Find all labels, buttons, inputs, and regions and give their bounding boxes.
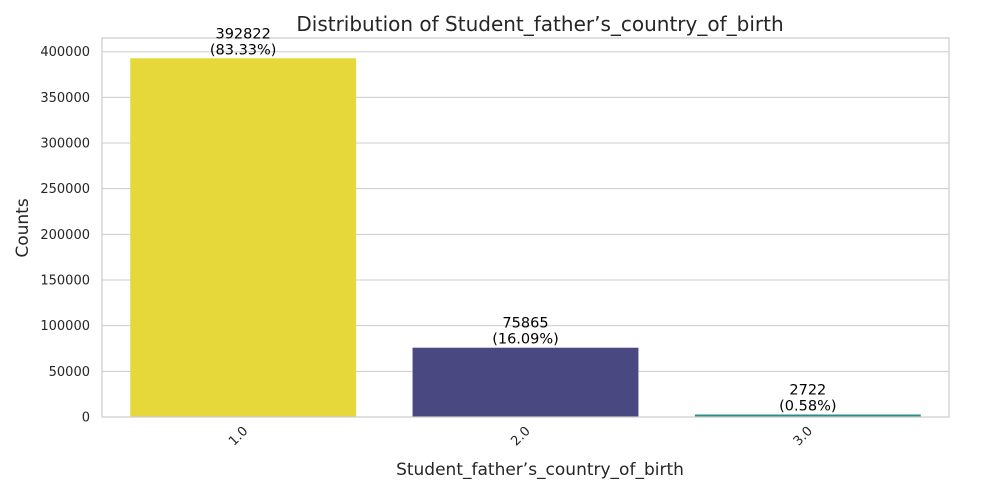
bar xyxy=(694,414,921,417)
bar-value-label: 2722 xyxy=(789,383,826,399)
bar-percent-label: (83.33%) xyxy=(210,42,277,58)
y-tick-label: 50000 xyxy=(49,365,90,380)
y-tick-label: 300000 xyxy=(40,137,90,152)
y-tick-label: 100000 xyxy=(40,319,90,334)
bar xyxy=(130,58,357,418)
x-tick-label: 1.0 xyxy=(226,424,251,449)
bar-percent-label: (0.58%) xyxy=(779,399,836,415)
x-tick-label: 2.0 xyxy=(508,424,533,449)
x-axis-label: Student_father’s_country_of_birth xyxy=(396,460,684,480)
y-axis-ticks: 0 50000 100000 150000 200000 250000 300000 3500… xyxy=(40,45,90,425)
y-tick-label: 0 xyxy=(82,411,90,426)
chart-title: Distribution of Student_father’s_country… xyxy=(296,12,783,36)
bar-percent-label: (16.09%) xyxy=(492,332,559,348)
x-tick-label: 3.0 xyxy=(791,424,816,449)
bar-value-labels: 392822(83.33%) 75865(16.09%) 2722(0.58%) xyxy=(210,26,837,414)
y-tick-label: 150000 xyxy=(40,274,90,289)
bars xyxy=(130,58,921,418)
bar xyxy=(412,347,639,417)
bar-value-label: 75865 xyxy=(502,316,548,332)
bar-value-label: 392822 xyxy=(215,26,270,42)
y-tick-label: 400000 xyxy=(40,45,90,60)
plot-frame xyxy=(101,37,950,418)
y-tick-label: 350000 xyxy=(40,91,90,106)
y-tick-label: 200000 xyxy=(40,228,90,243)
x-axis-ticks: 1.0 2.0 3.0 xyxy=(226,424,816,449)
y-axis-label: Counts xyxy=(13,198,33,257)
y-tick-label: 250000 xyxy=(40,182,90,197)
